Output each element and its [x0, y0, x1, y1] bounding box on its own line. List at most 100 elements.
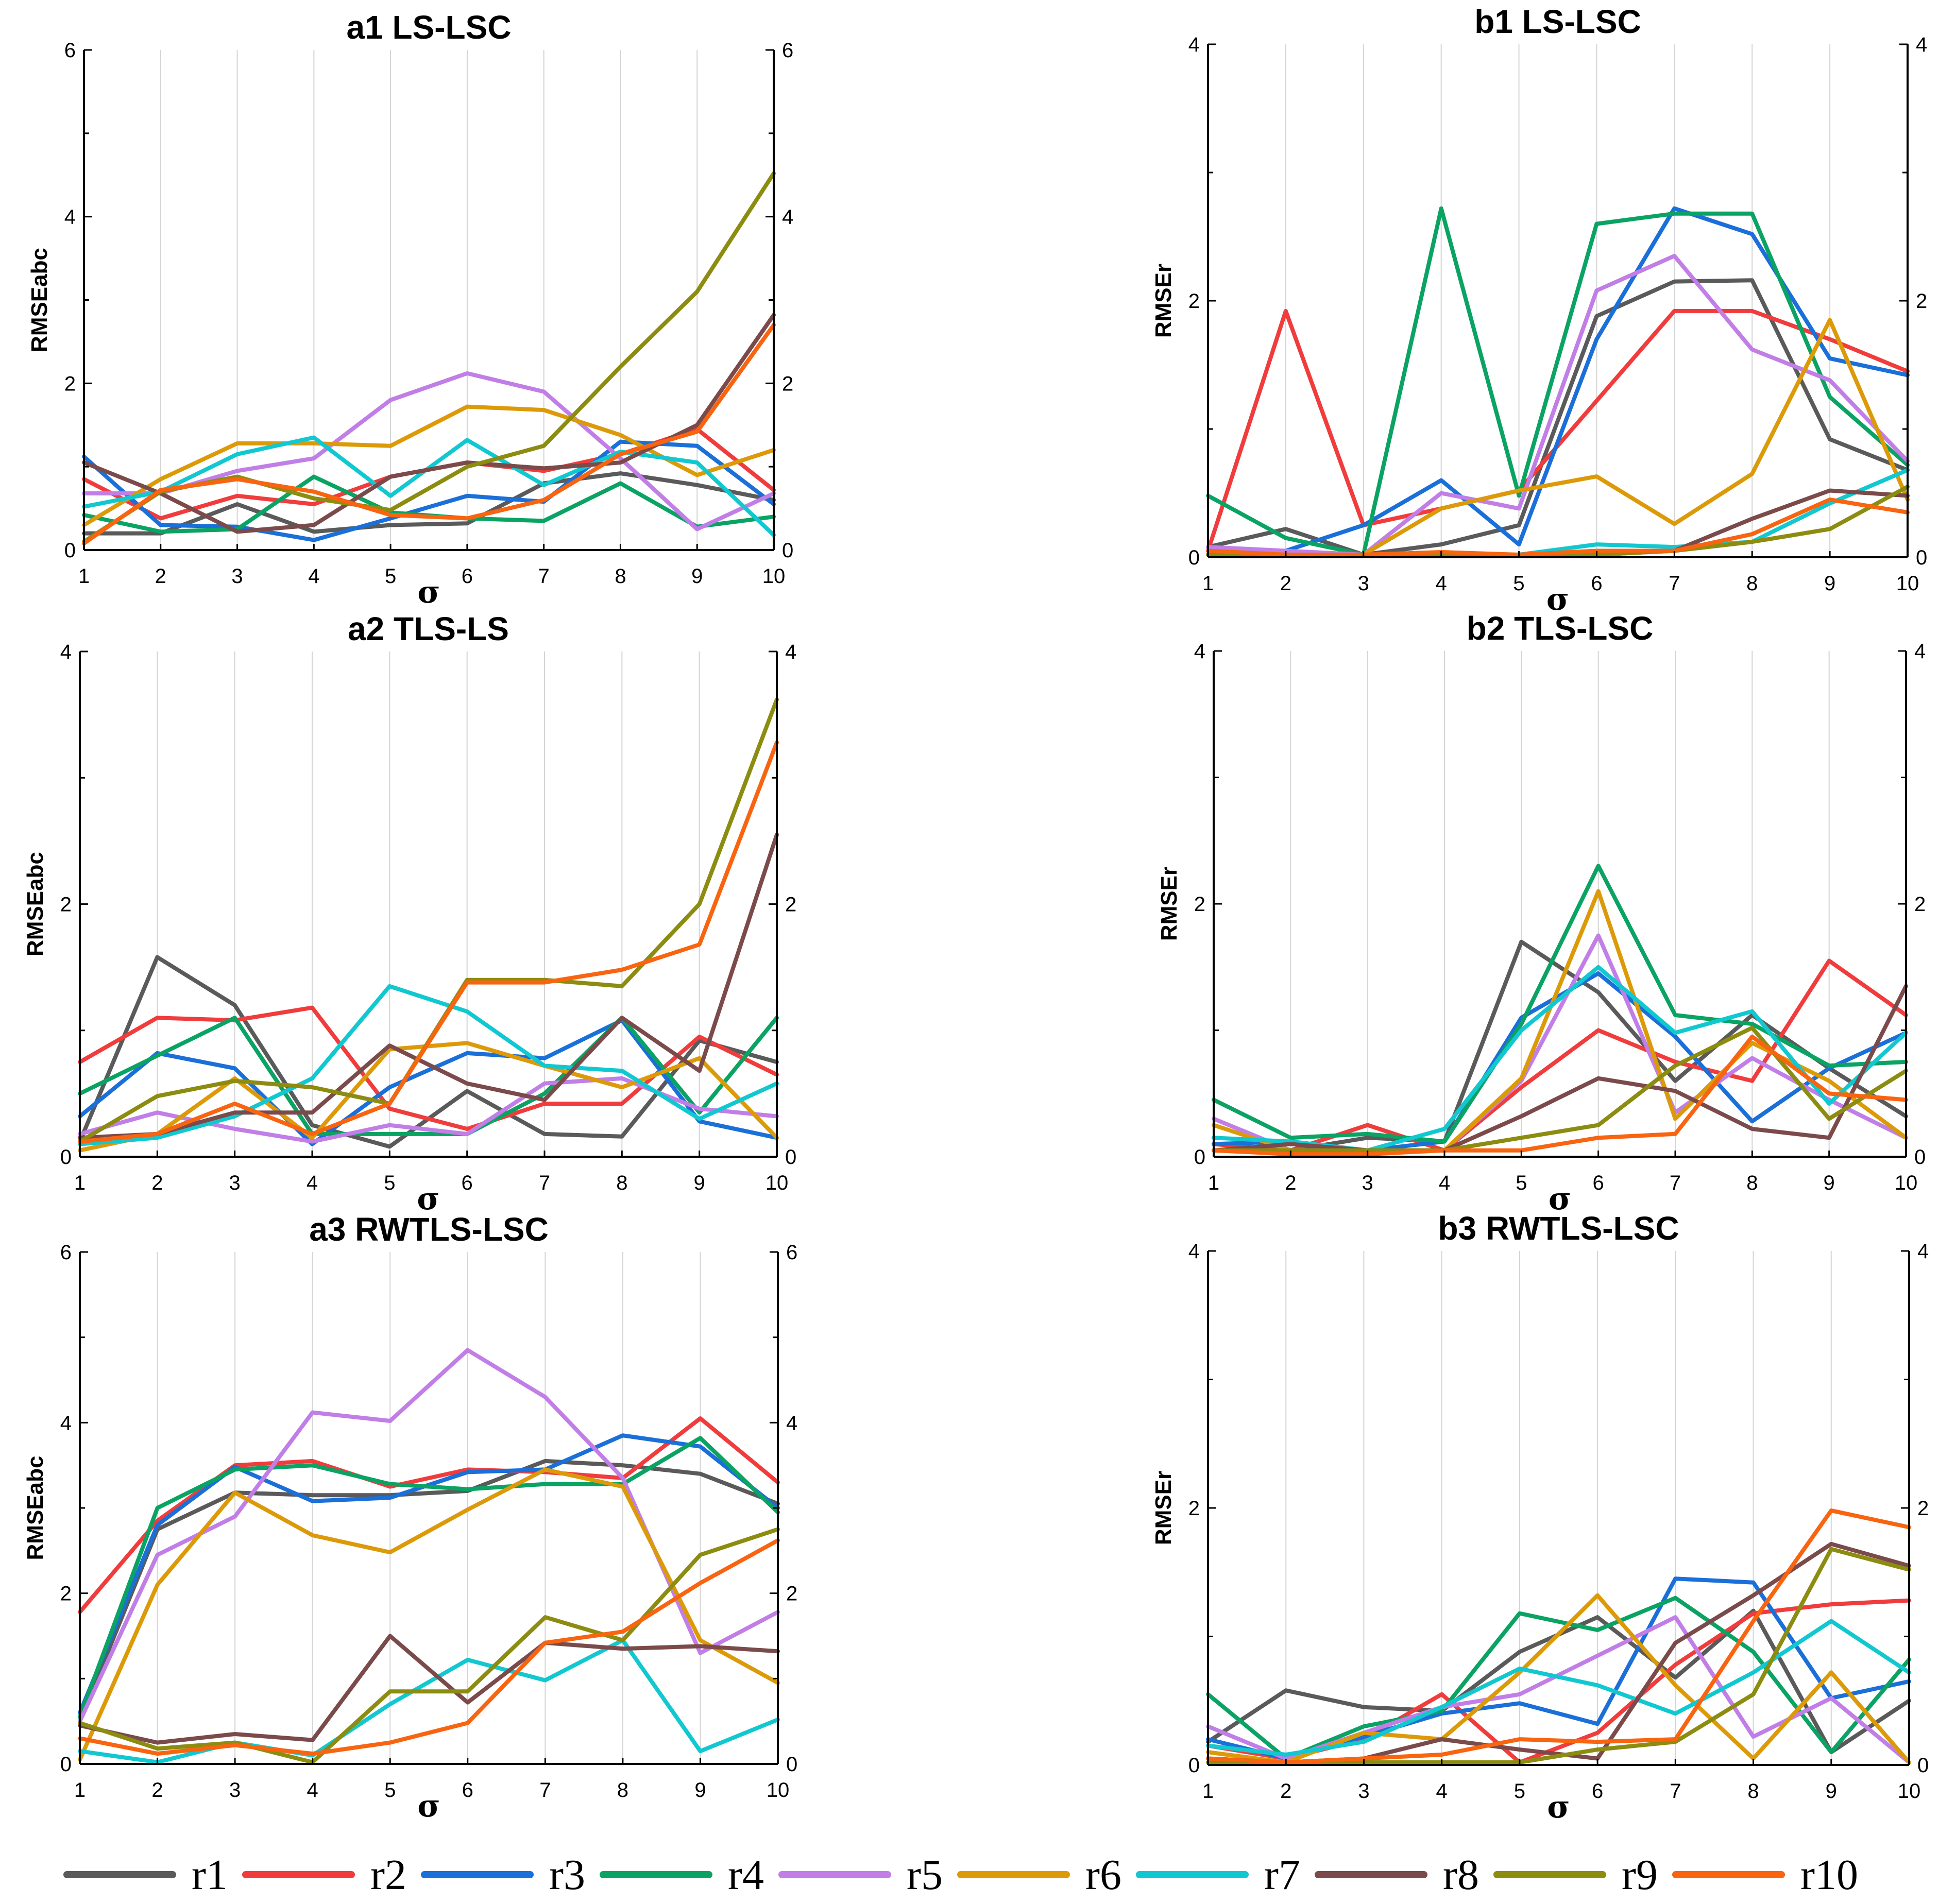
legend-item-r10: r10: [1672, 1851, 1858, 1899]
panel-2: 0 0 2 2 4 4 1 2 3 4 5 6 7 8 9 10 a2 TLS-LS RMSEabc σ: [23, 610, 796, 1217]
y-axis-label: RMSEabc: [23, 1456, 48, 1560]
y-tick-label-left: 4: [60, 641, 72, 663]
series-line-r8: [1212, 984, 1908, 1153]
panel-title: a3 RWTLS-LSC: [309, 1211, 549, 1248]
y-tick-label-left: 2: [64, 372, 76, 395]
series-line-r1: [78, 1459, 780, 1724]
x-tick-label: 5: [1513, 572, 1524, 595]
legend-label-r9: r9: [1622, 1851, 1658, 1899]
y-tick-label-right: 0: [1916, 546, 1927, 569]
series-group: [1206, 1508, 1911, 1764]
x-tick-label: 7: [539, 1779, 551, 1802]
y-axis-label: RMSEr: [1156, 867, 1182, 941]
series-line-r3: [1206, 206, 1910, 553]
x-tick-label: 1: [78, 565, 90, 588]
series-line-r10: [1212, 1034, 1908, 1157]
panel-1: 0 0 2 2 4 4 1 2 3 4 5 6 7 8 9 10 b1 LS-LSC RMSEr σ: [1151, 3, 1927, 617]
x-tick-label: 7: [1670, 1780, 1681, 1803]
legend-label-r4: r4: [728, 1851, 764, 1899]
series-line-r4: [1206, 1596, 1911, 1761]
y-axis-label: RMSEr: [1151, 1471, 1176, 1545]
x-tick-label: 2: [1280, 1780, 1291, 1803]
legend-item-r1: r1: [63, 1851, 228, 1899]
series-group: [1206, 206, 1910, 557]
y-axis-label: RMSEabc: [23, 852, 48, 956]
x-tick-label: 1: [74, 1172, 86, 1194]
x-tick-label: 8: [1746, 572, 1758, 595]
legend-label-r10: r10: [1800, 1851, 1858, 1899]
y-axis-label: RMSEr: [1151, 264, 1176, 338]
legend-item-r9: r9: [1493, 1851, 1658, 1899]
y-tick-label-left: 4: [1188, 33, 1200, 56]
y-tick-label-right: 2: [786, 1583, 797, 1605]
x-tick-label: 7: [538, 565, 550, 588]
series-line-r9: [1212, 1025, 1908, 1153]
y-tick-label-left: 0: [64, 539, 76, 562]
y-tick-label-right: 0: [782, 539, 793, 562]
series-line-r7: [1206, 1619, 1911, 1757]
series-line-r6: [78, 1467, 780, 1762]
panel-title: a1 LS-LSC: [346, 9, 511, 46]
series-line-r4: [1206, 206, 1910, 557]
x-tick-label: 3: [1358, 572, 1369, 595]
x-tick-label: 9: [1826, 1780, 1837, 1803]
series-line-r4: [78, 1436, 780, 1719]
x-tick-label: 9: [1824, 572, 1835, 595]
y-tick-label-right: 0: [786, 1753, 797, 1776]
x-tick-label: 7: [539, 1172, 550, 1194]
x-axis-label: σ: [417, 574, 440, 610]
x-tick-label: 3: [1358, 1780, 1369, 1803]
y-tick-label-left: 2: [1188, 290, 1200, 313]
y-tick-label-left: 4: [1188, 1240, 1200, 1263]
y-tick-label-left: 0: [1194, 1146, 1205, 1169]
x-tick-label: 1: [74, 1779, 86, 1802]
panel-title: b3 RWTLS-LSC: [1438, 1210, 1679, 1247]
panel-title: a2 TLS-LS: [348, 610, 509, 647]
y-tick-label-right: 2: [1917, 1497, 1929, 1520]
x-axis-label: σ: [1549, 1181, 1571, 1217]
panel-5: 0 0 2 2 4 4 1 2 3 4 5 6 7 8 9 10 b3 RWTLS-LSC RMSEr σ: [1151, 1210, 1929, 1825]
x-tick-label: 6: [462, 1172, 473, 1194]
series-line-r10: [1206, 498, 1910, 557]
x-tick-label: 10: [766, 1172, 789, 1194]
y-tick-label-right: 4: [782, 206, 793, 229]
x-tick-label: 10: [762, 565, 786, 588]
x-tick-label: 3: [1362, 1172, 1373, 1194]
series-line-r10: [78, 1538, 780, 1756]
x-tick-label: 3: [231, 565, 243, 588]
y-tick-label-right: 4: [1914, 640, 1926, 663]
y-tick-label-right: 4: [1916, 33, 1927, 56]
series-line-r10: [78, 740, 779, 1144]
x-tick-label: 4: [307, 1779, 318, 1802]
series-line-r10: [82, 323, 776, 546]
series-line-r1: [1206, 278, 1910, 557]
legend-item-r8: r8: [1315, 1851, 1479, 1899]
x-tick-label: 7: [1670, 1172, 1681, 1194]
legend: r1 r2 r3 r4 r5 r6 r7 r8 r9 r10: [63, 1851, 1858, 1899]
legend-label-r2: r2: [370, 1851, 406, 1899]
panel-title: b2 TLS-LSC: [1467, 610, 1654, 647]
series-line-r10: [1206, 1508, 1911, 1764]
x-tick-label: 9: [691, 565, 703, 588]
x-tick-label: 6: [1591, 572, 1602, 595]
y-tick-label-right: 4: [785, 641, 796, 663]
y-tick-label-left: 6: [64, 39, 76, 62]
legend-item-r4: r4: [600, 1851, 764, 1899]
series-line-r4: [1212, 864, 1908, 1144]
x-tick-label: 1: [1202, 572, 1214, 595]
x-tick-label: 10: [1898, 1780, 1921, 1803]
x-tick-label: 6: [1592, 1780, 1603, 1803]
x-tick-label: 5: [384, 1779, 396, 1802]
x-tick-label: 10: [1895, 1172, 1918, 1194]
y-tick-label-right: 2: [782, 372, 793, 395]
x-axis-label: σ: [1547, 1789, 1570, 1825]
series-line-r9: [78, 1527, 780, 1764]
x-tick-label: 9: [1824, 1172, 1835, 1194]
x-tick-label: 1: [1208, 1172, 1219, 1194]
series-line-r7: [78, 1638, 780, 1764]
series-group: [82, 171, 776, 546]
x-tick-label: 4: [307, 1172, 318, 1194]
x-tick-label: 2: [1285, 1172, 1296, 1194]
